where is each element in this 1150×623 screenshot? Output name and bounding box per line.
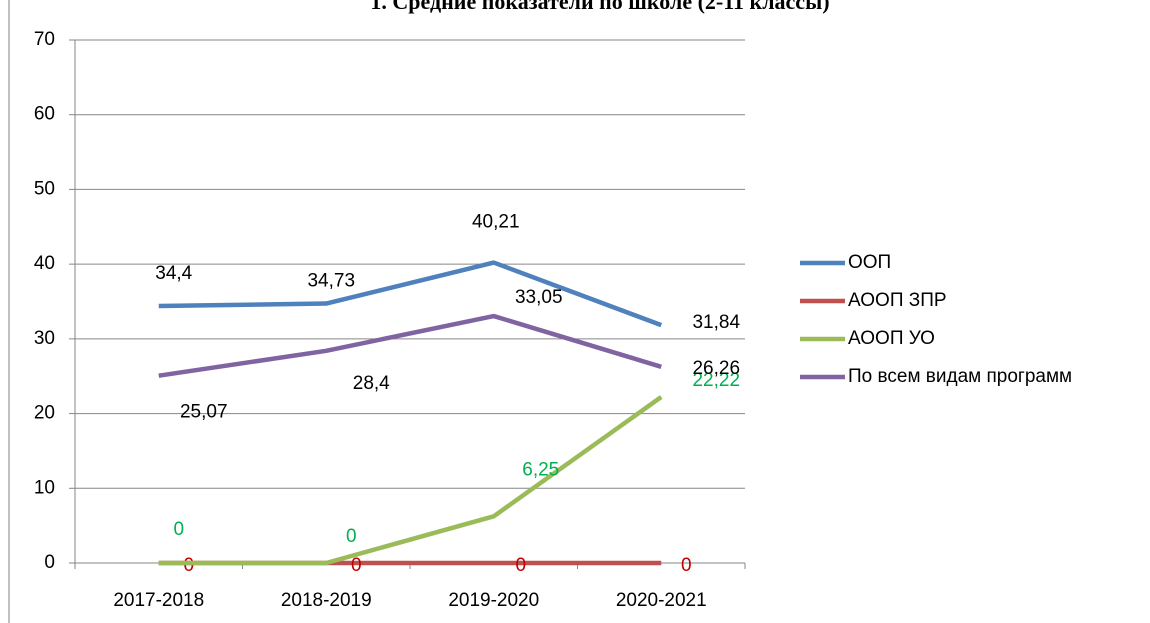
legend-label: По всем видам программ — [848, 366, 1072, 387]
data-label: 28,4 — [353, 373, 390, 394]
y-tick-label: 0 — [44, 552, 55, 573]
data-label: 25,07 — [180, 402, 228, 423]
data-label: 0 — [681, 555, 692, 576]
y-tick-label: 30 — [34, 328, 55, 349]
y-tick-label: 10 — [34, 477, 55, 498]
y-tick-label: 20 — [34, 403, 55, 424]
y-tick-label: 60 — [34, 104, 55, 125]
data-label: 40,21 — [472, 212, 520, 233]
data-label: 0 — [515, 555, 526, 576]
line — [158, 395, 663, 566]
legend-label: ООП — [848, 252, 891, 273]
data-label: 34,73 — [307, 271, 355, 292]
data-label: 0 — [183, 555, 194, 576]
data-label: 0 — [351, 555, 362, 576]
data-label: 6,25 — [522, 459, 559, 480]
data-label: 31,84 — [692, 312, 740, 333]
chart-title: 1. Средние показатели по школе (2-11 кла… — [370, 0, 829, 14]
x-tick-label: 2017-2018 — [113, 590, 204, 611]
y-tick-label: 70 — [34, 29, 55, 50]
x-tick-label: 2018-2019 — [281, 590, 372, 611]
x-tick-label: 2020-2021 — [616, 590, 707, 611]
data-label: 0 — [173, 519, 184, 540]
x-tick-label: 2019-2020 — [448, 590, 539, 611]
y-tick-label: 40 — [34, 253, 55, 274]
line — [158, 313, 662, 378]
y-tick-label: 50 — [34, 178, 55, 199]
data-label: 33,05 — [515, 287, 563, 308]
legend-label: АООП УО — [848, 328, 935, 349]
data-label: 0 — [346, 526, 357, 547]
chart-frame — [8, 0, 1150, 623]
data-label: 34,4 — [155, 263, 192, 284]
line — [158, 260, 663, 328]
data-label: 22,22 — [692, 370, 740, 391]
legend-label: АООП ЗПР — [848, 290, 947, 311]
data-label: 26,26 — [692, 358, 740, 379]
